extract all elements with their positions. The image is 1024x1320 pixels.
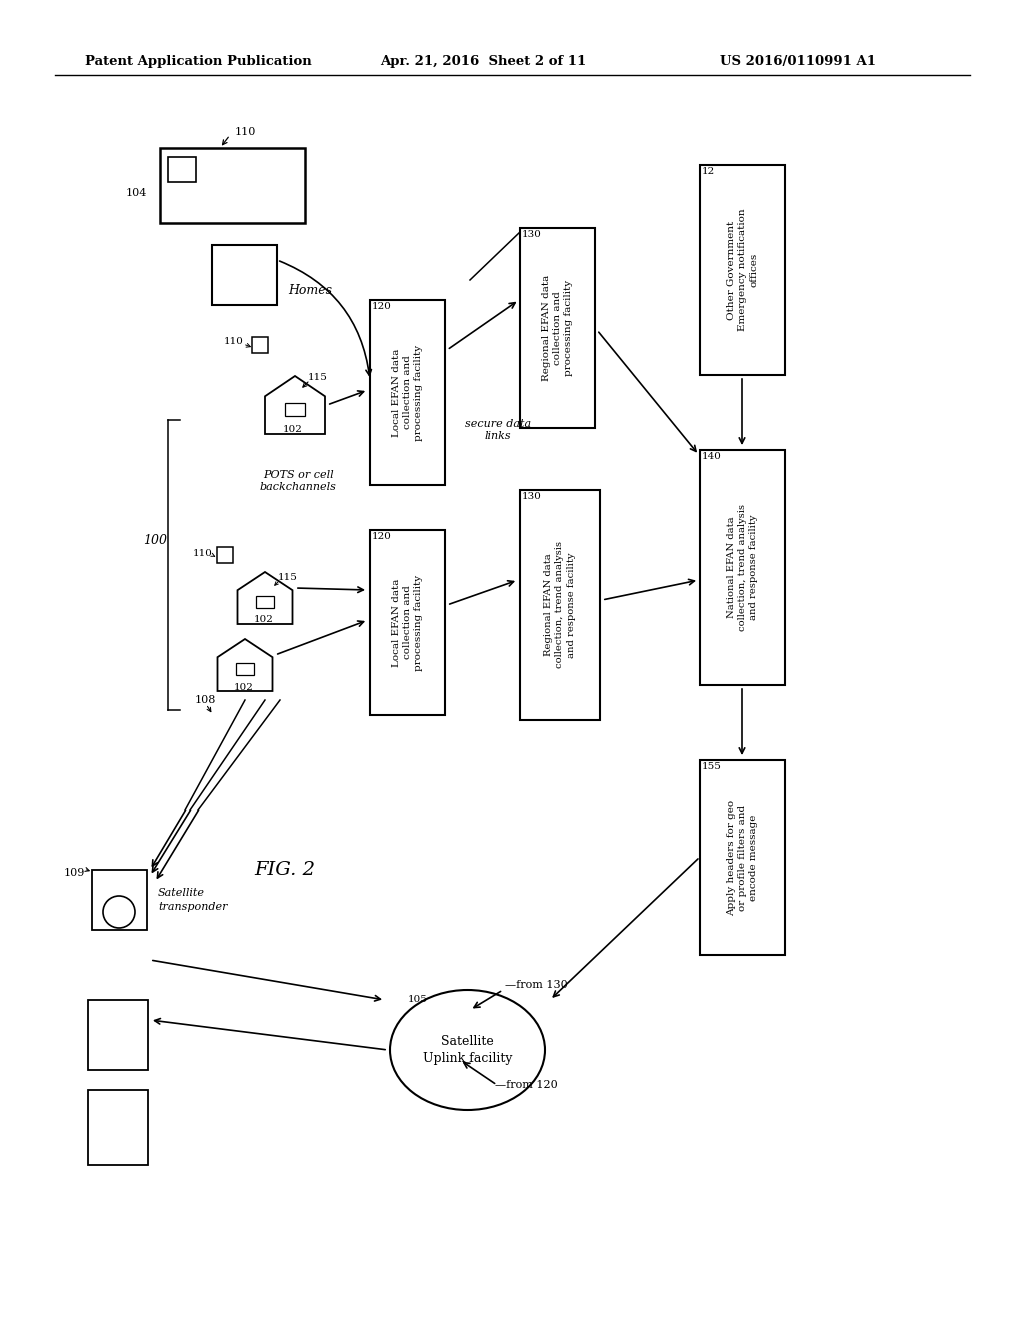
- Text: Patent Application Publication: Patent Application Publication: [85, 55, 311, 69]
- Text: Satellite
Uplink facility: Satellite Uplink facility: [423, 1035, 512, 1065]
- Bar: [160, 148, 305, 223]
- Text: Homes: Homes: [288, 284, 332, 297]
- Text: secure data
links: secure data links: [465, 418, 531, 441]
- Bar: [88, 1001, 148, 1071]
- Text: 130: 130: [522, 492, 542, 502]
- Bar: [88, 1090, 148, 1166]
- Bar: [700, 450, 785, 685]
- Bar: [217, 546, 233, 564]
- Bar: [370, 300, 445, 484]
- Text: 110: 110: [234, 127, 256, 137]
- Text: —from 120: —from 120: [495, 1080, 558, 1090]
- Text: 115: 115: [308, 374, 328, 383]
- Text: 109: 109: [63, 869, 85, 878]
- Text: 155: 155: [702, 762, 722, 771]
- Bar: [286, 404, 304, 416]
- Text: 130: 130: [522, 230, 542, 239]
- Polygon shape: [238, 572, 293, 624]
- Bar: [520, 490, 600, 719]
- Bar: [92, 870, 147, 931]
- Text: 110: 110: [194, 549, 213, 557]
- Bar: [237, 664, 254, 675]
- Text: 102: 102: [283, 425, 303, 434]
- Circle shape: [103, 896, 135, 928]
- Bar: [700, 760, 785, 954]
- Bar: [370, 531, 445, 715]
- Text: 120: 120: [372, 532, 392, 541]
- Polygon shape: [265, 376, 325, 434]
- Text: 120: 120: [372, 302, 392, 312]
- Bar: [252, 337, 268, 352]
- Text: 12: 12: [702, 168, 715, 176]
- Text: POTS or cell
backchannels: POTS or cell backchannels: [259, 470, 337, 492]
- Text: 140: 140: [702, 451, 722, 461]
- Polygon shape: [217, 639, 272, 690]
- Bar: [212, 246, 278, 305]
- Text: 104: 104: [126, 187, 147, 198]
- Text: Satellite
transponder: Satellite transponder: [158, 888, 227, 912]
- Text: National EFAN data
collection, trend analysis
and response facility: National EFAN data collection, trend ana…: [727, 504, 758, 631]
- Text: 110: 110: [224, 338, 244, 346]
- Text: Other Government
Emergency notification
offices: Other Government Emergency notification …: [727, 209, 758, 331]
- Bar: [520, 228, 595, 428]
- Ellipse shape: [390, 990, 545, 1110]
- Text: Local EFAN data
collection and
processing facility: Local EFAN data collection and processin…: [392, 574, 423, 671]
- Text: 108: 108: [195, 696, 216, 705]
- Bar: [256, 597, 273, 609]
- Text: Apply headers for geo
or profile filters and
encode message: Apply headers for geo or profile filters…: [727, 800, 758, 916]
- Text: 100: 100: [143, 533, 167, 546]
- Text: 105: 105: [408, 995, 428, 1005]
- Text: Regional EFAN data
collection, trend analysis
and response facility: Regional EFAN data collection, trend ana…: [545, 541, 575, 668]
- Text: US 2016/0110991 A1: US 2016/0110991 A1: [720, 55, 876, 69]
- Text: Regional EFAN data
collection and
processing facility: Regional EFAN data collection and proces…: [542, 275, 573, 381]
- Bar: [700, 165, 785, 375]
- Text: 102: 102: [254, 615, 274, 624]
- Text: Local EFAN data
collection and
processing facility: Local EFAN data collection and processin…: [392, 345, 423, 441]
- Text: Apr. 21, 2016  Sheet 2 of 11: Apr. 21, 2016 Sheet 2 of 11: [380, 55, 587, 69]
- Text: FIG. 2: FIG. 2: [255, 861, 315, 879]
- Text: 115: 115: [278, 573, 298, 582]
- Text: 102: 102: [234, 684, 254, 693]
- Bar: [168, 157, 196, 182]
- Text: —from 130: —from 130: [505, 979, 567, 990]
